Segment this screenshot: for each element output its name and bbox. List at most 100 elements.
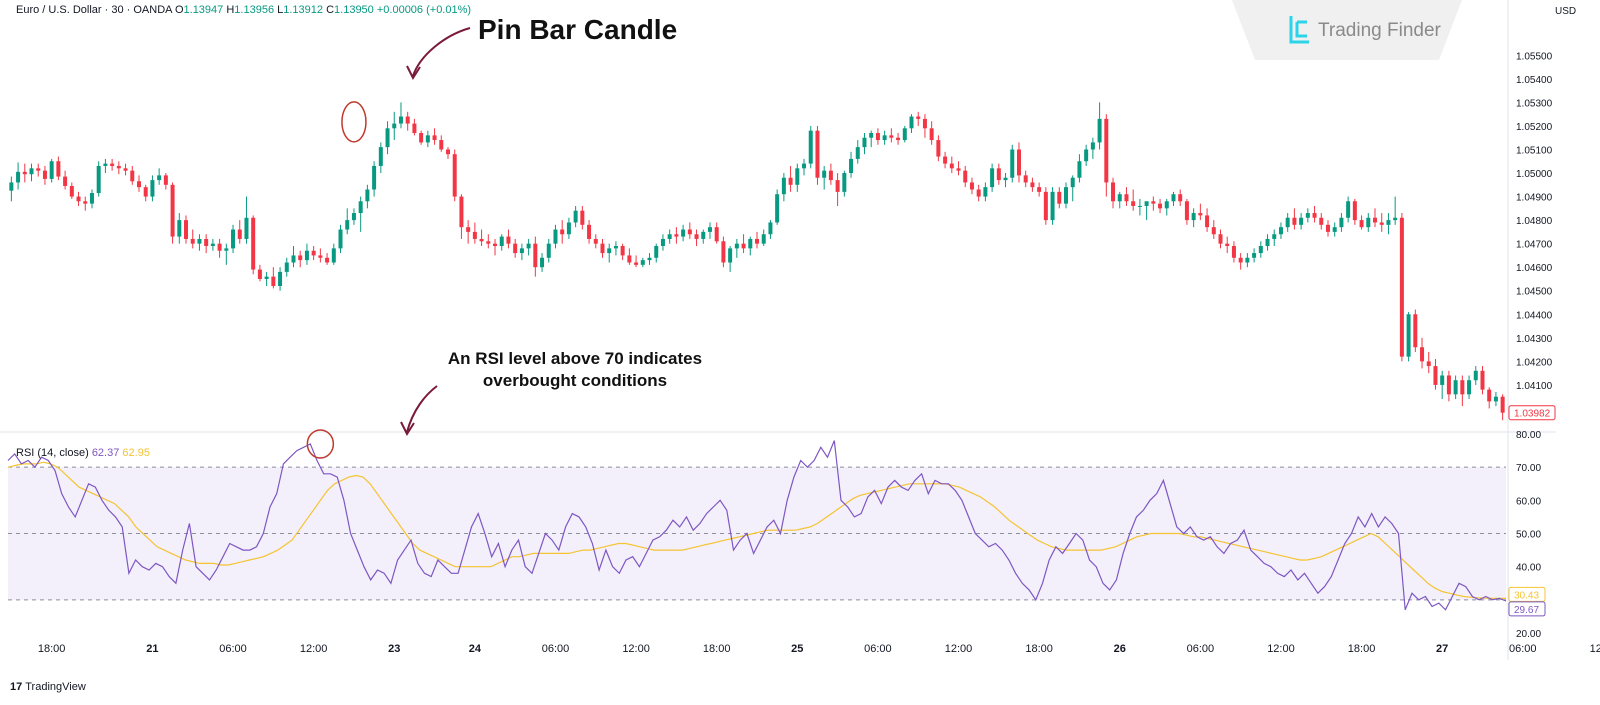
candle-body — [231, 229, 236, 249]
candle-body — [1184, 201, 1189, 221]
candle — [1097, 102, 1102, 150]
candle — [795, 163, 800, 192]
candle-body — [506, 236, 511, 244]
price-tick-label: 1.05000 — [1516, 169, 1553, 180]
candle — [197, 234, 202, 251]
ohlc-low-key: L — [277, 4, 284, 16]
rsi-tick-label: 60.00 — [1516, 496, 1541, 507]
candle-body — [1164, 201, 1169, 209]
candle-body — [1117, 194, 1122, 202]
candle-body — [640, 260, 645, 265]
candle-body — [607, 248, 612, 254]
candle-body — [69, 185, 74, 197]
candle-body — [600, 243, 605, 254]
candle — [1346, 196, 1351, 223]
candle — [479, 229, 484, 247]
candle — [909, 114, 914, 134]
time-tick-label: 27 — [1436, 643, 1448, 655]
time-tick-label: 18:00 — [1348, 643, 1376, 655]
candle — [130, 165, 135, 185]
candle — [849, 151, 854, 178]
candle-body — [701, 231, 706, 239]
candle-body — [1493, 396, 1498, 402]
candle — [472, 222, 477, 244]
candle-body — [667, 234, 672, 239]
candle-body — [1050, 191, 1055, 221]
trading-finder-logo-icon — [1289, 16, 1309, 44]
candle — [1420, 337, 1425, 369]
candle — [781, 173, 786, 202]
candle-body — [761, 234, 766, 244]
time-tick-label: 06:00 — [542, 643, 570, 655]
candle-body — [795, 168, 800, 185]
candle-body — [956, 168, 961, 171]
candle-body — [217, 243, 222, 251]
candle-body — [493, 243, 498, 247]
candle — [607, 243, 612, 263]
candle-body — [1299, 217, 1304, 225]
candle — [103, 158, 108, 174]
candle — [432, 128, 437, 145]
candle — [83, 196, 88, 211]
candle — [385, 121, 390, 155]
rsi-legend-label: RSI (14, close) — [16, 447, 89, 459]
candle-body — [63, 176, 68, 186]
candle — [412, 118, 417, 136]
time-tick-label: 06:00 — [1187, 643, 1215, 655]
candle — [553, 224, 558, 249]
candle-body — [345, 220, 350, 230]
candle-body — [613, 246, 618, 249]
candle-body — [1379, 222, 1384, 225]
candle-body — [936, 140, 941, 157]
candle-body — [432, 135, 437, 141]
candle-body — [1312, 213, 1317, 218]
candle-body — [1292, 217, 1297, 225]
candle-body — [546, 243, 551, 258]
candle — [1010, 144, 1015, 183]
candle-body — [89, 193, 94, 204]
candle — [1030, 177, 1035, 192]
candle — [1070, 175, 1075, 202]
candle — [325, 253, 330, 265]
time-tick-label: 12:00 — [300, 643, 328, 655]
candle — [1003, 173, 1008, 188]
candle — [1359, 215, 1364, 230]
candle-body — [1339, 217, 1344, 228]
candle-body — [654, 246, 659, 258]
candle — [1352, 198, 1357, 225]
candle — [728, 246, 733, 272]
candle — [231, 224, 236, 254]
candle — [1090, 137, 1095, 159]
candle — [875, 128, 880, 145]
candle-body — [1225, 243, 1230, 247]
candle — [439, 135, 444, 152]
candle-body — [802, 163, 807, 169]
candle — [1258, 241, 1263, 258]
price-change: +0.00006 (+0.01%) — [376, 4, 472, 16]
time-tick-label: 12:00 — [945, 643, 973, 655]
candle-body — [909, 116, 914, 129]
candle — [963, 165, 968, 188]
rsi-annotation-line-2: overbought conditions — [482, 371, 668, 390]
candle — [1117, 191, 1122, 209]
candle — [983, 182, 988, 202]
candle-body — [358, 201, 363, 214]
candle-body — [1238, 257, 1243, 263]
candle-body — [445, 149, 450, 155]
candle-body — [593, 238, 598, 244]
candle — [445, 147, 450, 159]
candle-body — [681, 229, 686, 237]
candle-body — [1352, 201, 1357, 221]
candle — [9, 176, 14, 202]
candle-body — [116, 165, 121, 169]
candle — [1178, 189, 1183, 206]
candle — [1137, 198, 1142, 216]
candle — [1144, 201, 1149, 221]
candle-body — [1359, 220, 1364, 228]
candle — [1413, 309, 1418, 352]
tradingview-footer[interactable]: 17 TradingView — [10, 681, 86, 693]
candle — [922, 114, 927, 138]
candle-body — [9, 182, 14, 191]
candle-body — [1158, 203, 1163, 209]
